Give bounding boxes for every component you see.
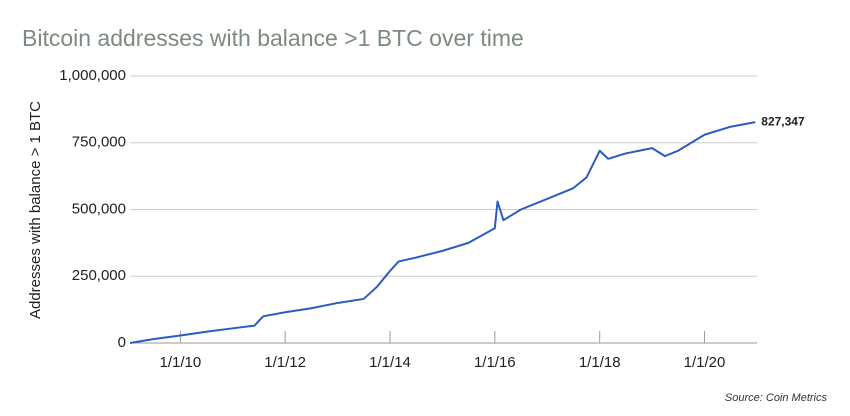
x-tick-label: 1/1/12 bbox=[264, 354, 306, 371]
source: Source: Coin Metrics bbox=[725, 392, 828, 404]
y-tick-label: 750,000 bbox=[72, 134, 126, 151]
x-tick-label: 1/1/20 bbox=[684, 354, 726, 371]
line bbox=[129, 121, 756, 344]
y-tick-label: 0 bbox=[118, 334, 126, 351]
x-tick-label: 1/1/16 bbox=[474, 354, 516, 371]
x-tick-label: 1/1/14 bbox=[369, 354, 411, 371]
y-tick-label: 250,000 bbox=[72, 267, 126, 284]
value-label: 827,347 bbox=[761, 114, 805, 128]
y-axis-label: Addresses with balance > 1 BTC bbox=[27, 101, 44, 319]
y-tick-label: 500,000 bbox=[72, 200, 126, 217]
x-tick-label: 1/1/18 bbox=[579, 354, 621, 371]
x-tick-label: 1/1/10 bbox=[160, 354, 202, 371]
y-tick-label: 1,000,000 bbox=[59, 67, 126, 84]
chart-title: Bitcoin addresses with balance >1 BTC ov… bbox=[22, 25, 524, 51]
